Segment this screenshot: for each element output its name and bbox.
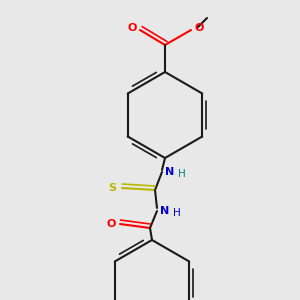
Text: N: N bbox=[165, 167, 175, 177]
Text: O: O bbox=[106, 219, 116, 229]
Text: O: O bbox=[194, 23, 204, 33]
Text: O: O bbox=[127, 23, 137, 33]
Text: N: N bbox=[160, 206, 169, 216]
Text: H: H bbox=[173, 208, 181, 218]
Text: H: H bbox=[178, 169, 186, 179]
Text: S: S bbox=[108, 183, 116, 193]
